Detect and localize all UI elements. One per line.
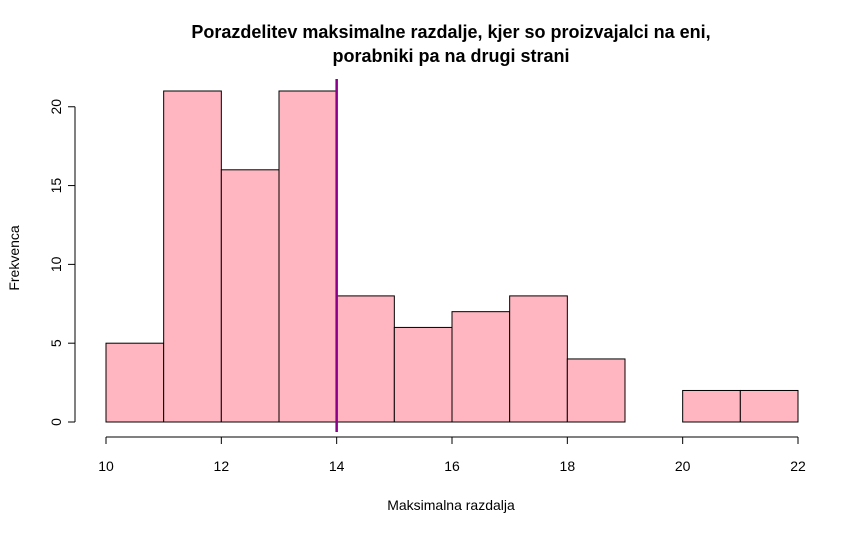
y-tick-label-0: 0	[48, 418, 64, 426]
x-tick-label-0: 10	[98, 458, 114, 474]
y-tick-label-3: 15	[48, 178, 64, 194]
histogram-bar-4	[336, 295, 395, 423]
histogram-bar-8	[566, 358, 626, 423]
y-tick-label-4: 20	[48, 99, 64, 115]
histogram-bar-3	[278, 90, 338, 423]
histogram-bar-10	[682, 389, 741, 423]
chart-title-line-2: porabniki pa na drugi strani	[332, 46, 569, 66]
histogram-bar-0	[105, 342, 165, 423]
histogram-bars	[105, 90, 799, 423]
y-tick-label-1: 5	[48, 339, 64, 347]
x-tick-label-5: 20	[675, 458, 691, 474]
histogram-bar-7	[509, 295, 568, 423]
x-tick-label-2: 14	[329, 458, 345, 474]
x-tick-label-6: 22	[790, 458, 806, 474]
x-tick-label-4: 18	[560, 458, 576, 474]
x-tick-label-3: 16	[444, 458, 460, 474]
histogram-bar-1	[163, 90, 222, 423]
histogram-bar-5	[393, 326, 453, 423]
x-tick-label-1: 12	[214, 458, 230, 474]
y-tick-label-2: 10	[48, 256, 64, 272]
y-axis: 0 5 10 15 20	[48, 99, 76, 426]
y-axis-label: Frekvenca	[6, 225, 22, 291]
histogram-bar-11	[739, 389, 799, 423]
x-axis: 10 12 14 16 18 20 22	[98, 436, 806, 474]
histogram-bar-2	[220, 169, 280, 423]
chart-title-line-1: Porazdelitev maksimalne razdalje, kjer s…	[191, 22, 710, 42]
histogram-bar-6	[451, 311, 511, 423]
x-axis-label: Maksimalna razdalja	[387, 497, 515, 513]
